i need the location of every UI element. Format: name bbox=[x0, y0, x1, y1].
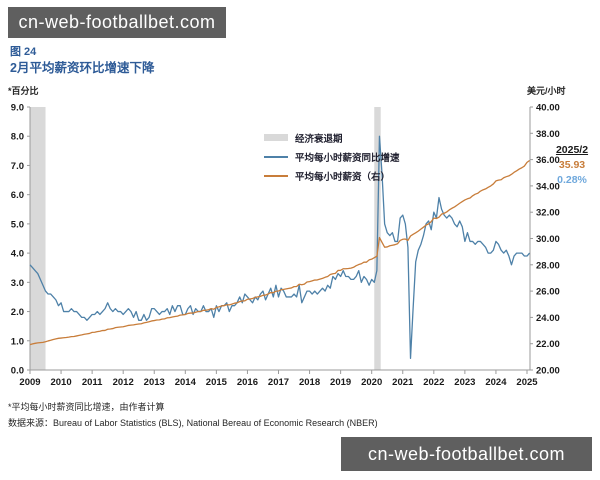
annotation-wage-value: 35.93 bbox=[558, 159, 586, 171]
svg-text:1.0: 1.0 bbox=[11, 336, 24, 347]
svg-text:7.0: 7.0 bbox=[11, 161, 24, 172]
svg-text:38.00: 38.00 bbox=[536, 129, 560, 140]
annotation-period: 2025/2 bbox=[555, 144, 589, 156]
svg-text:2022: 2022 bbox=[423, 377, 444, 388]
right-axis-unit-label: 美元/小时 bbox=[527, 86, 566, 96]
svg-text:2025: 2025 bbox=[516, 377, 538, 388]
legend-label-recession: 经济衰退期 bbox=[295, 133, 343, 145]
legend-item-recession: 经济衰退期 bbox=[264, 131, 400, 145]
svg-text:2019: 2019 bbox=[330, 377, 351, 388]
svg-text:2021: 2021 bbox=[392, 377, 414, 388]
annotation-growth-value: 0.28% bbox=[557, 174, 587, 186]
svg-text:30.00: 30.00 bbox=[536, 234, 560, 245]
footnote-data-source: 数据来源：Bureau of Labor Statistics (BLS), N… bbox=[8, 418, 378, 428]
svg-text:2016: 2016 bbox=[237, 377, 258, 388]
yoy-line-swatch bbox=[264, 155, 288, 158]
figure-title: 2月平均薪资环比增速下降 bbox=[10, 61, 155, 75]
svg-text:32.00: 32.00 bbox=[536, 208, 560, 219]
svg-text:20.00: 20.00 bbox=[536, 366, 560, 377]
legend-label-wage-level: 平均每小时薪资（右） bbox=[295, 171, 391, 183]
wage-line-swatch bbox=[264, 174, 288, 177]
chart-legend: 经济衰退期 平均每小时薪资同比增速 平均每小时薪资（右） bbox=[264, 131, 400, 188]
svg-text:2024: 2024 bbox=[485, 377, 507, 388]
svg-text:36.00: 36.00 bbox=[536, 155, 560, 166]
footnote-calculation: *平均每小时薪资同比增速，由作者计算 bbox=[8, 402, 165, 412]
recession-band-swatch bbox=[264, 134, 288, 141]
watermark-top-text: cn-web-footballbet.com bbox=[18, 12, 216, 32]
legend-label-yoy-growth: 平均每小时薪资同比增速 bbox=[295, 152, 400, 164]
svg-text:2020: 2020 bbox=[361, 377, 382, 388]
svg-text:5.0: 5.0 bbox=[11, 219, 24, 230]
svg-text:0.0: 0.0 bbox=[11, 366, 24, 377]
svg-text:2023: 2023 bbox=[454, 377, 475, 388]
legend-item-wage-level: 平均每小时薪资（右） bbox=[264, 169, 400, 183]
legend-item-yoy-growth: 平均每小时薪资同比增速 bbox=[264, 150, 400, 164]
left-axis-unit-label: *百分比 bbox=[8, 86, 39, 96]
svg-text:6.0: 6.0 bbox=[11, 190, 24, 201]
svg-text:28.00: 28.00 bbox=[536, 260, 560, 271]
svg-text:2.0: 2.0 bbox=[11, 307, 24, 318]
svg-text:8.0: 8.0 bbox=[11, 132, 24, 143]
svg-text:40.00: 40.00 bbox=[536, 103, 560, 114]
svg-text:9.0: 9.0 bbox=[11, 103, 24, 114]
figure-number: 图 24 bbox=[10, 46, 37, 58]
watermark-bottom: cn-web-footballbet.com bbox=[341, 437, 592, 471]
watermark-top: cn-web-footballbet.com bbox=[8, 7, 226, 38]
watermark-bottom-text: cn-web-footballbet.com bbox=[367, 443, 566, 464]
svg-text:2011: 2011 bbox=[82, 377, 103, 388]
latest-value-annotation: 2025/2 35.93 0.28% bbox=[546, 143, 598, 188]
svg-text:34.00: 34.00 bbox=[536, 181, 560, 192]
svg-text:24.00: 24.00 bbox=[536, 313, 560, 324]
svg-text:3.0: 3.0 bbox=[11, 278, 24, 289]
svg-text:2015: 2015 bbox=[206, 377, 228, 388]
svg-text:2017: 2017 bbox=[268, 377, 289, 388]
svg-text:2009: 2009 bbox=[19, 377, 40, 388]
svg-text:2013: 2013 bbox=[144, 377, 165, 388]
svg-text:22.00: 22.00 bbox=[536, 339, 560, 350]
svg-text:2010: 2010 bbox=[50, 377, 71, 388]
svg-text:2018: 2018 bbox=[299, 377, 320, 388]
svg-text:2012: 2012 bbox=[113, 377, 134, 388]
svg-text:26.00: 26.00 bbox=[536, 287, 560, 298]
svg-text:2014: 2014 bbox=[175, 377, 197, 388]
svg-text:4.0: 4.0 bbox=[11, 249, 24, 260]
